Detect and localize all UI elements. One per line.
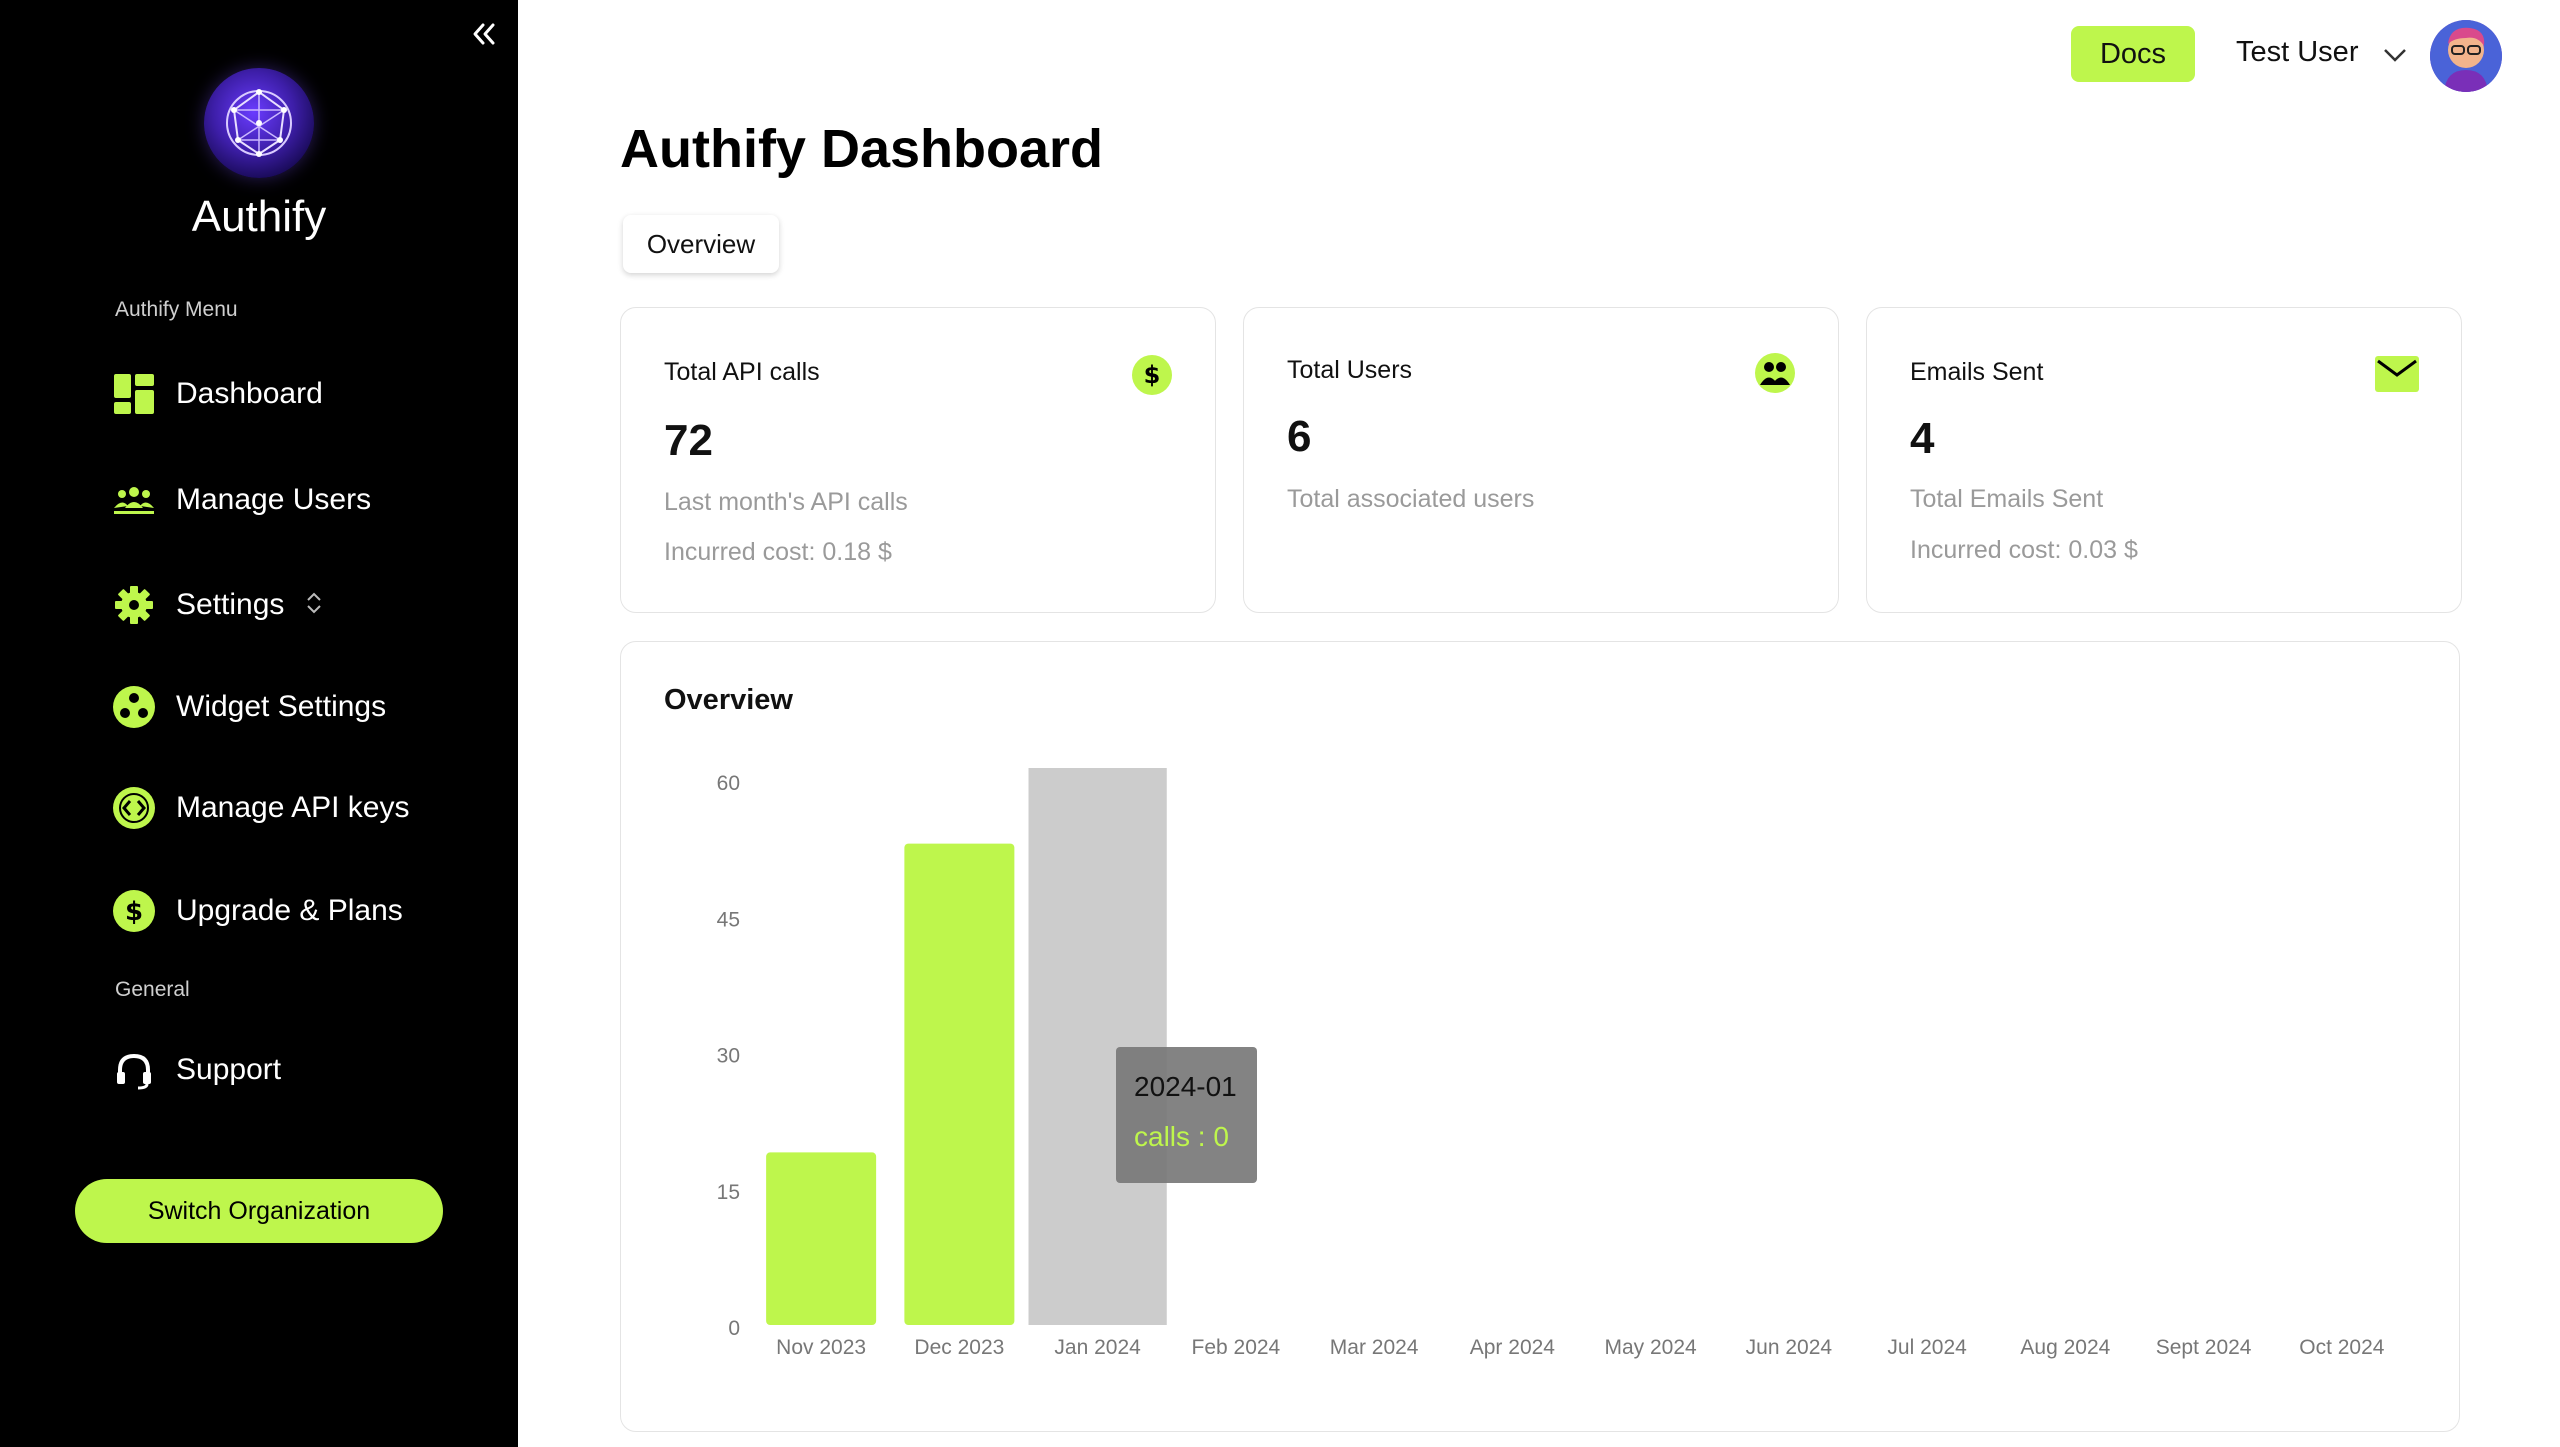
y-tick-label: 15: [717, 1181, 740, 1204]
tab-overview[interactable]: Overview: [623, 215, 779, 273]
card-title: Total Users: [1287, 356, 1413, 384]
sidebar-item-settings[interactable]: Settings: [112, 575, 324, 635]
mail-icon: [2375, 356, 2419, 397]
chart-tooltip: 2024-01 calls : 0: [1116, 1047, 1257, 1183]
chart-bar[interactable]: [766, 1152, 877, 1325]
menu-section-label: Authify Menu: [115, 298, 238, 321]
sidebar-item-label: Settings: [176, 588, 285, 621]
sidebar-item-label: Dashboard: [176, 377, 323, 410]
y-tick-label: 45: [717, 908, 740, 931]
x-tick-label: Oct 2024: [2299, 1336, 2385, 1359]
users-icon: [112, 478, 156, 522]
switch-organization-button[interactable]: Switch Organization: [75, 1179, 443, 1243]
gear-icon: [112, 583, 156, 627]
x-tick-label: Apr 2024: [1470, 1336, 1556, 1359]
sidebar-item-label: Upgrade & Plans: [176, 894, 403, 927]
card-cost: Incurred cost: 0.03 $: [1910, 536, 2138, 564]
card-title: Emails Sent: [1910, 358, 2044, 386]
sidebar-item-upgrade-plans[interactable]: $ Upgrade & Plans: [112, 881, 403, 941]
card-title: Total API calls: [664, 358, 820, 386]
card-subtitle: Total Emails Sent: [1910, 485, 2104, 513]
x-tick-label: Sept 2024: [2156, 1336, 2252, 1359]
sidebar-item-widget-settings[interactable]: Widget Settings: [112, 677, 386, 737]
headset-icon: [112, 1048, 156, 1092]
overview-chart-card: Overview 0 15 30 45 60 Nov 2023 Dec 2023 Jan 20…: [620, 641, 2460, 1432]
sidebar-item-label: Manage API keys: [176, 791, 410, 824]
card-subtitle: Last month's API calls: [664, 488, 908, 516]
chart-title: Overview: [664, 684, 793, 716]
x-tick-label: Feb 2024: [1192, 1336, 1281, 1359]
y-tick-label: 60: [717, 772, 740, 795]
x-tick-label: Jun 2024: [1746, 1336, 1833, 1359]
widget-icon: [112, 685, 156, 729]
sidebar-item-manage-users[interactable]: Manage Users: [112, 470, 371, 530]
x-tick-label: Mar 2024: [1330, 1336, 1419, 1359]
card-value: 4: [1910, 414, 1935, 463]
sidebar: Authify Authify Menu Dashboard Manage Us…: [0, 0, 518, 1447]
dollar-icon: $: [1131, 354, 1173, 401]
y-tick-label: 30: [717, 1045, 740, 1068]
card-value: 72: [664, 416, 713, 465]
chevron-down-icon[interactable]: [2380, 40, 2410, 75]
x-tick-label: Dec 2023: [914, 1336, 1004, 1359]
x-tick-label: Aug 2024: [2020, 1336, 2110, 1359]
svg-text:$: $: [1144, 361, 1161, 389]
tooltip-value: calls : 0: [1134, 1121, 1229, 1152]
stat-card-users: Total Users 6 Total associated users: [1243, 307, 1839, 613]
card-cost: Incurred cost: 0.18 $: [664, 538, 892, 566]
sidebar-item-label: Widget Settings: [176, 690, 387, 723]
user-name[interactable]: Test User: [2236, 36, 2359, 68]
x-tick-label: May 2024: [1605, 1336, 1698, 1359]
code-icon: [112, 786, 156, 830]
app-logo: [204, 68, 314, 178]
page-title: Authify Dashboard: [620, 119, 1104, 179]
sidebar-item-label: Manage Users: [176, 483, 372, 516]
dashboard-icon: [112, 372, 156, 416]
sidebar-item-label: Support: [176, 1053, 282, 1086]
x-tick-label: Nov 2023: [776, 1336, 866, 1359]
avatar[interactable]: [2430, 20, 2502, 92]
svg-text:$: $: [125, 897, 143, 927]
dollar-icon: $: [112, 889, 156, 933]
sidebar-item-support[interactable]: Support: [112, 1040, 281, 1100]
docs-button[interactable]: Docs: [2071, 26, 2195, 82]
card-subtitle: Total associated users: [1287, 485, 1535, 513]
x-tick-label: Jan 2024: [1054, 1336, 1141, 1359]
users-icon: [1754, 352, 1796, 399]
stat-card-emails: Emails Sent 4 Total Emails Sent Incurred…: [1866, 307, 2462, 613]
sidebar-item-dashboard[interactable]: Dashboard: [112, 364, 323, 424]
app-name: Authify: [191, 192, 327, 241]
sidebar-item-api-keys[interactable]: Manage API keys: [112, 778, 409, 838]
overview-bar-chart: 0 15 30 45 60 Nov 2023 Dec 2023 Jan 2024 Feb 202…: [717, 768, 2385, 1359]
stat-card-api-calls: Total API calls $ 72 Last month's API ca…: [620, 307, 1216, 613]
chart-bar[interactable]: [904, 843, 1015, 1325]
card-value: 6: [1287, 412, 1312, 461]
general-section-label: General: [115, 978, 190, 1001]
y-tick-label: 0: [728, 1317, 740, 1340]
collapse-sidebar-button[interactable]: [464, 14, 504, 54]
tooltip-label: 2024-01: [1134, 1071, 1237, 1102]
hover-highlight: [1028, 768, 1167, 1325]
expand-chevron-icon: [304, 588, 324, 623]
x-tick-label: Jul 2024: [1887, 1336, 1967, 1359]
double-chevron-left-icon: [473, 23, 495, 45]
